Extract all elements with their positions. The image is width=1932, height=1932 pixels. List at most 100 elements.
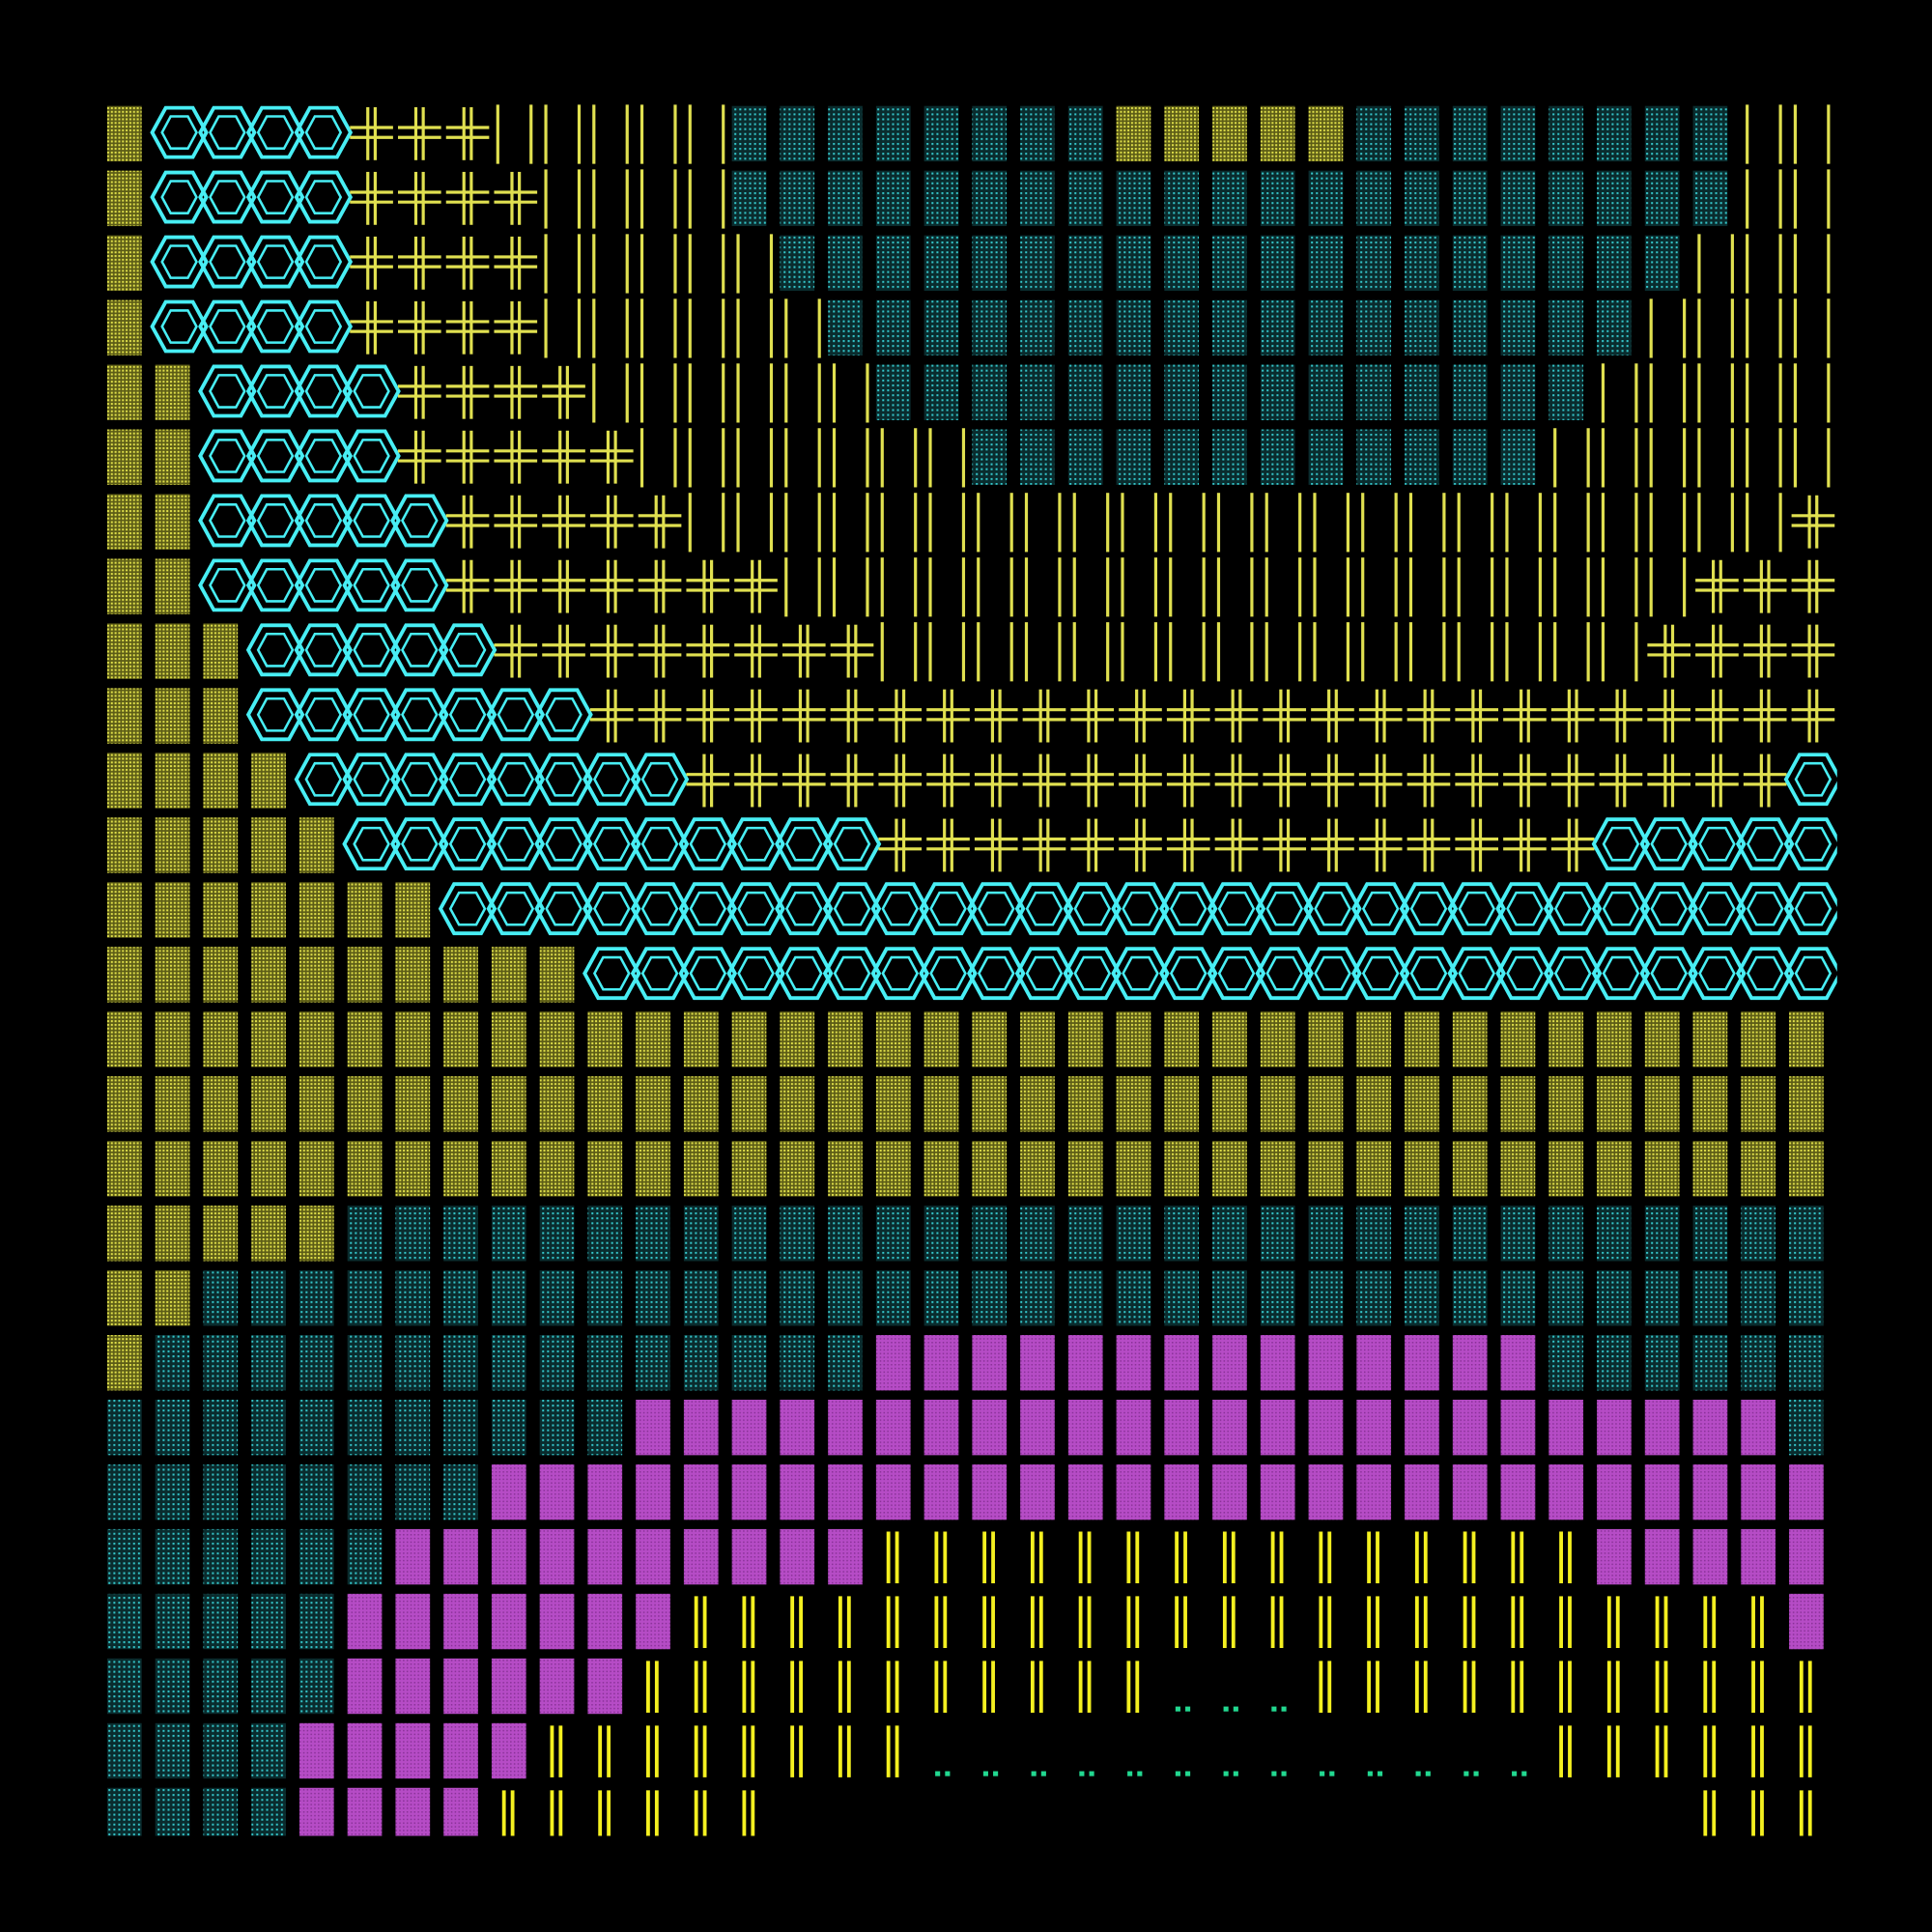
teal-block bbox=[1789, 1206, 1824, 1262]
teal-block bbox=[1308, 299, 1344, 355]
yellow-block bbox=[203, 1141, 239, 1197]
hexagon-inner bbox=[401, 761, 439, 797]
teal-block bbox=[443, 1270, 478, 1326]
teal-block bbox=[298, 1399, 334, 1456]
teal-block bbox=[1164, 299, 1200, 355]
hexagon bbox=[1783, 882, 1837, 936]
teal-block bbox=[155, 1787, 190, 1836]
hexagon bbox=[198, 299, 257, 354]
green-dot bbox=[1281, 1706, 1287, 1712]
yellow-block bbox=[155, 1270, 190, 1326]
yellow-block bbox=[491, 1141, 526, 1197]
teal-block bbox=[731, 1270, 767, 1326]
hexagon-inner bbox=[1409, 891, 1448, 926]
teal-block bbox=[587, 1206, 623, 1262]
hexagon bbox=[775, 947, 834, 1001]
teal-block bbox=[1116, 299, 1151, 355]
yellow-block bbox=[1452, 1141, 1488, 1197]
hexagon-inner bbox=[640, 761, 679, 797]
teal-block bbox=[155, 1658, 190, 1715]
hexagon-inner bbox=[1169, 891, 1208, 926]
hexagon-inner bbox=[592, 826, 631, 862]
hexagon bbox=[534, 753, 593, 807]
green-dot bbox=[1040, 1771, 1046, 1776]
magenta-block bbox=[1692, 1528, 1728, 1585]
yellow-block bbox=[106, 1270, 142, 1326]
magenta-block bbox=[636, 1399, 670, 1456]
teal-block bbox=[347, 1528, 383, 1585]
hexagon-inner bbox=[833, 826, 871, 862]
magenta-block bbox=[539, 1593, 575, 1650]
yellow-block bbox=[1405, 1141, 1439, 1197]
hexagon-inner bbox=[304, 503, 343, 538]
yellow-block bbox=[1116, 1011, 1151, 1067]
hexagon-inner bbox=[160, 244, 198, 279]
magenta-block bbox=[491, 1722, 526, 1779]
hexagon-inner bbox=[784, 955, 823, 991]
hexagon-inner bbox=[1650, 826, 1688, 862]
hexagon bbox=[630, 882, 690, 936]
magenta-block bbox=[1452, 1399, 1488, 1456]
yellow-block bbox=[203, 753, 239, 809]
yellow-block bbox=[155, 364, 190, 420]
yellow-block bbox=[1500, 1011, 1536, 1067]
yellow-block bbox=[780, 1141, 815, 1197]
hexagon-inner bbox=[256, 439, 295, 473]
hexagon-inner bbox=[497, 761, 535, 797]
hexagon bbox=[390, 494, 449, 548]
teal-block bbox=[1405, 105, 1439, 162]
teal-block bbox=[972, 364, 1008, 420]
hexagon-inner bbox=[1746, 955, 1784, 991]
yellow-block bbox=[251, 1076, 286, 1132]
yellow-block bbox=[1164, 1076, 1200, 1132]
hexagon bbox=[245, 105, 305, 159]
hexagon bbox=[822, 947, 882, 1001]
teal-block bbox=[1741, 1206, 1776, 1262]
hexagon bbox=[342, 688, 401, 742]
teal-block bbox=[298, 1593, 334, 1650]
hexagon bbox=[582, 947, 641, 1001]
hexagon bbox=[342, 494, 401, 548]
hexagon-inner bbox=[353, 696, 390, 732]
hexagon bbox=[775, 817, 834, 871]
teal-block bbox=[875, 364, 911, 420]
hexagon-inner bbox=[545, 761, 582, 797]
yellow-block bbox=[251, 1141, 286, 1197]
magenta-block bbox=[1356, 1463, 1392, 1520]
magenta-block bbox=[298, 1787, 334, 1836]
green-dot bbox=[1463, 1771, 1469, 1776]
hexagon-inner bbox=[256, 696, 295, 732]
hexagon-inner bbox=[1361, 955, 1400, 991]
yellow-block bbox=[203, 1076, 239, 1132]
hexagon-inner bbox=[592, 955, 631, 991]
hexagon bbox=[1158, 882, 1218, 936]
teal-block bbox=[1597, 235, 1632, 292]
teal-block bbox=[1597, 299, 1632, 355]
hexagon-inner bbox=[256, 244, 295, 279]
teal-block bbox=[1692, 1335, 1728, 1391]
hexagon bbox=[438, 623, 497, 677]
hexagon bbox=[390, 623, 449, 677]
hexagon bbox=[1591, 947, 1651, 1001]
hexagon bbox=[1783, 947, 1837, 1001]
yellow-block bbox=[1116, 105, 1151, 162]
hexagon bbox=[582, 753, 641, 807]
teal-block bbox=[155, 1335, 190, 1391]
teal-block bbox=[1548, 1335, 1584, 1391]
magenta-block bbox=[587, 1528, 623, 1585]
hexagon bbox=[1063, 882, 1122, 936]
hexagon bbox=[1783, 817, 1837, 871]
yellow-block bbox=[106, 947, 142, 1003]
magenta-block bbox=[683, 1463, 719, 1520]
hexagon-inner bbox=[1650, 955, 1688, 991]
teal-block bbox=[491, 1270, 526, 1326]
hexagon bbox=[822, 882, 882, 936]
teal-block bbox=[298, 1335, 334, 1391]
hexagon bbox=[294, 753, 354, 807]
teal-block bbox=[1500, 299, 1536, 355]
yellow-block bbox=[1789, 1011, 1824, 1067]
magenta-block bbox=[443, 1593, 478, 1650]
yellow-block bbox=[828, 1076, 863, 1132]
hexagon bbox=[726, 947, 785, 1001]
magenta-block bbox=[347, 1722, 383, 1779]
